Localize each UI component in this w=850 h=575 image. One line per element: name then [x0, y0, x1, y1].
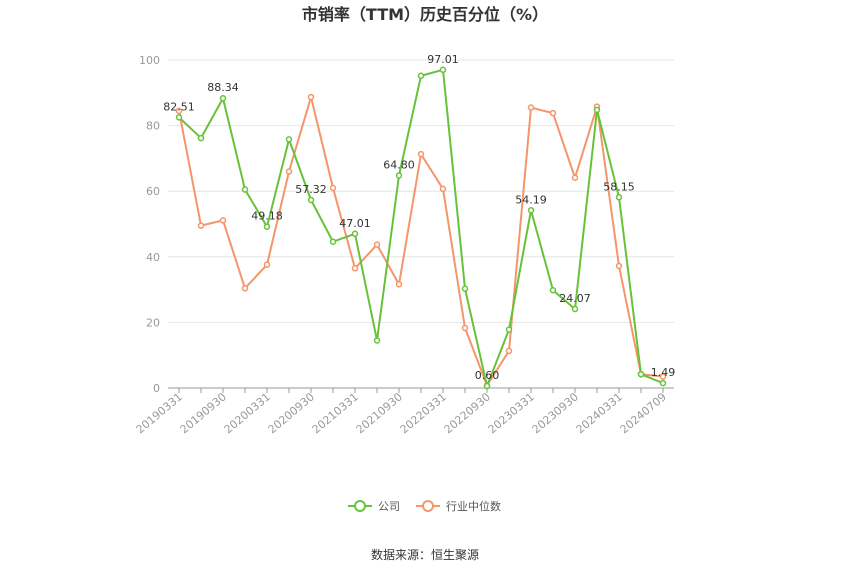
series-line — [178, 68, 664, 388]
data-point[interactable] — [461, 324, 469, 332]
series-line — [178, 96, 664, 387]
data-point[interactable] — [505, 347, 513, 355]
data-point[interactable] — [637, 370, 645, 378]
y-tick-label: 100 — [139, 54, 160, 67]
data-point[interactable] — [615, 194, 623, 201]
y-tick-label: 80 — [146, 120, 160, 133]
x-tick-label: 20240331 — [574, 390, 625, 436]
data-point[interactable] — [351, 230, 359, 238]
data-point[interactable] — [307, 196, 315, 204]
data-point[interactable] — [329, 184, 337, 192]
data-point[interactable] — [373, 241, 381, 248]
x-tick-label: 20200331 — [222, 390, 273, 436]
data-labels: 82.51 88.34 49.18 57.32 47.01 64.80 97.01 0.60 5… — [163, 53, 675, 382]
legend-label: 行业中位数 — [446, 499, 501, 513]
data-point[interactable] — [263, 223, 271, 230]
data-point[interactable] — [395, 172, 403, 179]
legend[interactable]: 公司 行业中位数 — [348, 499, 501, 513]
y-tick-label: 40 — [146, 251, 160, 264]
x-tick-label: 20230331 — [486, 390, 537, 436]
series-layer — [175, 66, 667, 390]
x-tick-label: 20220331 — [398, 390, 449, 436]
data-point[interactable] — [263, 261, 271, 268]
data-label: 64.80 — [383, 158, 415, 171]
data-label: 88.34 — [207, 81, 239, 94]
data-point[interactable] — [373, 337, 381, 344]
data-point[interactable] — [175, 114, 183, 121]
data-label: 54.19 — [515, 193, 547, 206]
data-label: 57.32 — [295, 183, 327, 196]
data-point[interactable] — [527, 104, 535, 111]
data-point[interactable] — [219, 94, 227, 102]
legend-marker — [422, 500, 434, 512]
data-point[interactable] — [439, 66, 447, 74]
x-tick-label: 20240709 — [618, 390, 669, 436]
data-point[interactable] — [571, 174, 579, 182]
data-point[interactable] — [615, 262, 623, 270]
data-point[interactable] — [197, 222, 205, 229]
data-point[interactable] — [571, 305, 579, 313]
data-label: 1.49 — [651, 366, 676, 379]
data-point[interactable] — [461, 285, 469, 292]
data-point[interactable] — [549, 109, 557, 117]
grid — [168, 59, 674, 323]
legend-label: 公司 — [378, 500, 400, 513]
data-point[interactable] — [659, 379, 667, 387]
data-point[interactable] — [241, 186, 249, 193]
legend-item-industry-median[interactable]: 行业中位数 — [416, 499, 501, 513]
x-tick-label: 20200930 — [266, 390, 317, 436]
data-point[interactable] — [439, 185, 447, 193]
data-point[interactable] — [351, 265, 359, 272]
data-label: 58.15 — [603, 180, 635, 193]
data-label: 0.60 — [475, 369, 500, 382]
data-point[interactable] — [417, 150, 425, 158]
data-point[interactable] — [659, 373, 667, 380]
chart-title: 市销率（TTM）历史百分位（%） — [302, 5, 548, 24]
y-axis: 0 20 40 60 80 100 — [139, 54, 160, 395]
data-label: 97.01 — [427, 53, 459, 66]
y-tick-label: 20 — [146, 316, 160, 329]
x-tick-label: 20210930 — [354, 390, 405, 436]
data-point[interactable] — [527, 207, 535, 214]
data-label: 49.18 — [251, 210, 283, 223]
data-point[interactable] — [395, 281, 403, 288]
x-tick-label: 20190930 — [178, 390, 229, 436]
y-tick-label: 60 — [146, 185, 160, 198]
data-label: 24.07 — [559, 292, 591, 305]
data-point[interactable] — [549, 287, 557, 294]
data-point[interactable] — [307, 93, 315, 101]
data-point[interactable] — [329, 238, 337, 245]
x-tick-label: 20210331 — [310, 390, 361, 436]
x-tick-label: 20230930 — [530, 390, 581, 436]
data-point[interactable] — [483, 382, 491, 390]
data-point[interactable] — [417, 72, 425, 79]
series-industry-median — [175, 93, 667, 389]
data-point[interactable] — [285, 168, 293, 175]
x-tick-label: 20190331 — [134, 390, 185, 436]
x-axis: 2019033120190930202003312020093020210331… — [134, 387, 674, 436]
y-tick-label: 0 — [153, 382, 160, 395]
source-note: 数据来源：恒生聚源 — [371, 547, 479, 562]
data-point[interactable] — [219, 217, 227, 224]
data-point[interactable] — [175, 107, 183, 115]
data-point[interactable] — [241, 285, 249, 292]
data-point[interactable] — [593, 106, 601, 114]
data-label: 47.01 — [339, 217, 371, 230]
legend-marker — [354, 500, 366, 512]
data-point[interactable] — [285, 136, 293, 143]
data-label: 82.51 — [163, 100, 195, 113]
series-company — [175, 66, 667, 390]
x-tick-label: 20220930 — [442, 390, 493, 436]
legend-item-company[interactable]: 公司 — [348, 500, 400, 513]
data-point[interactable] — [505, 326, 513, 333]
data-point[interactable] — [197, 134, 205, 142]
